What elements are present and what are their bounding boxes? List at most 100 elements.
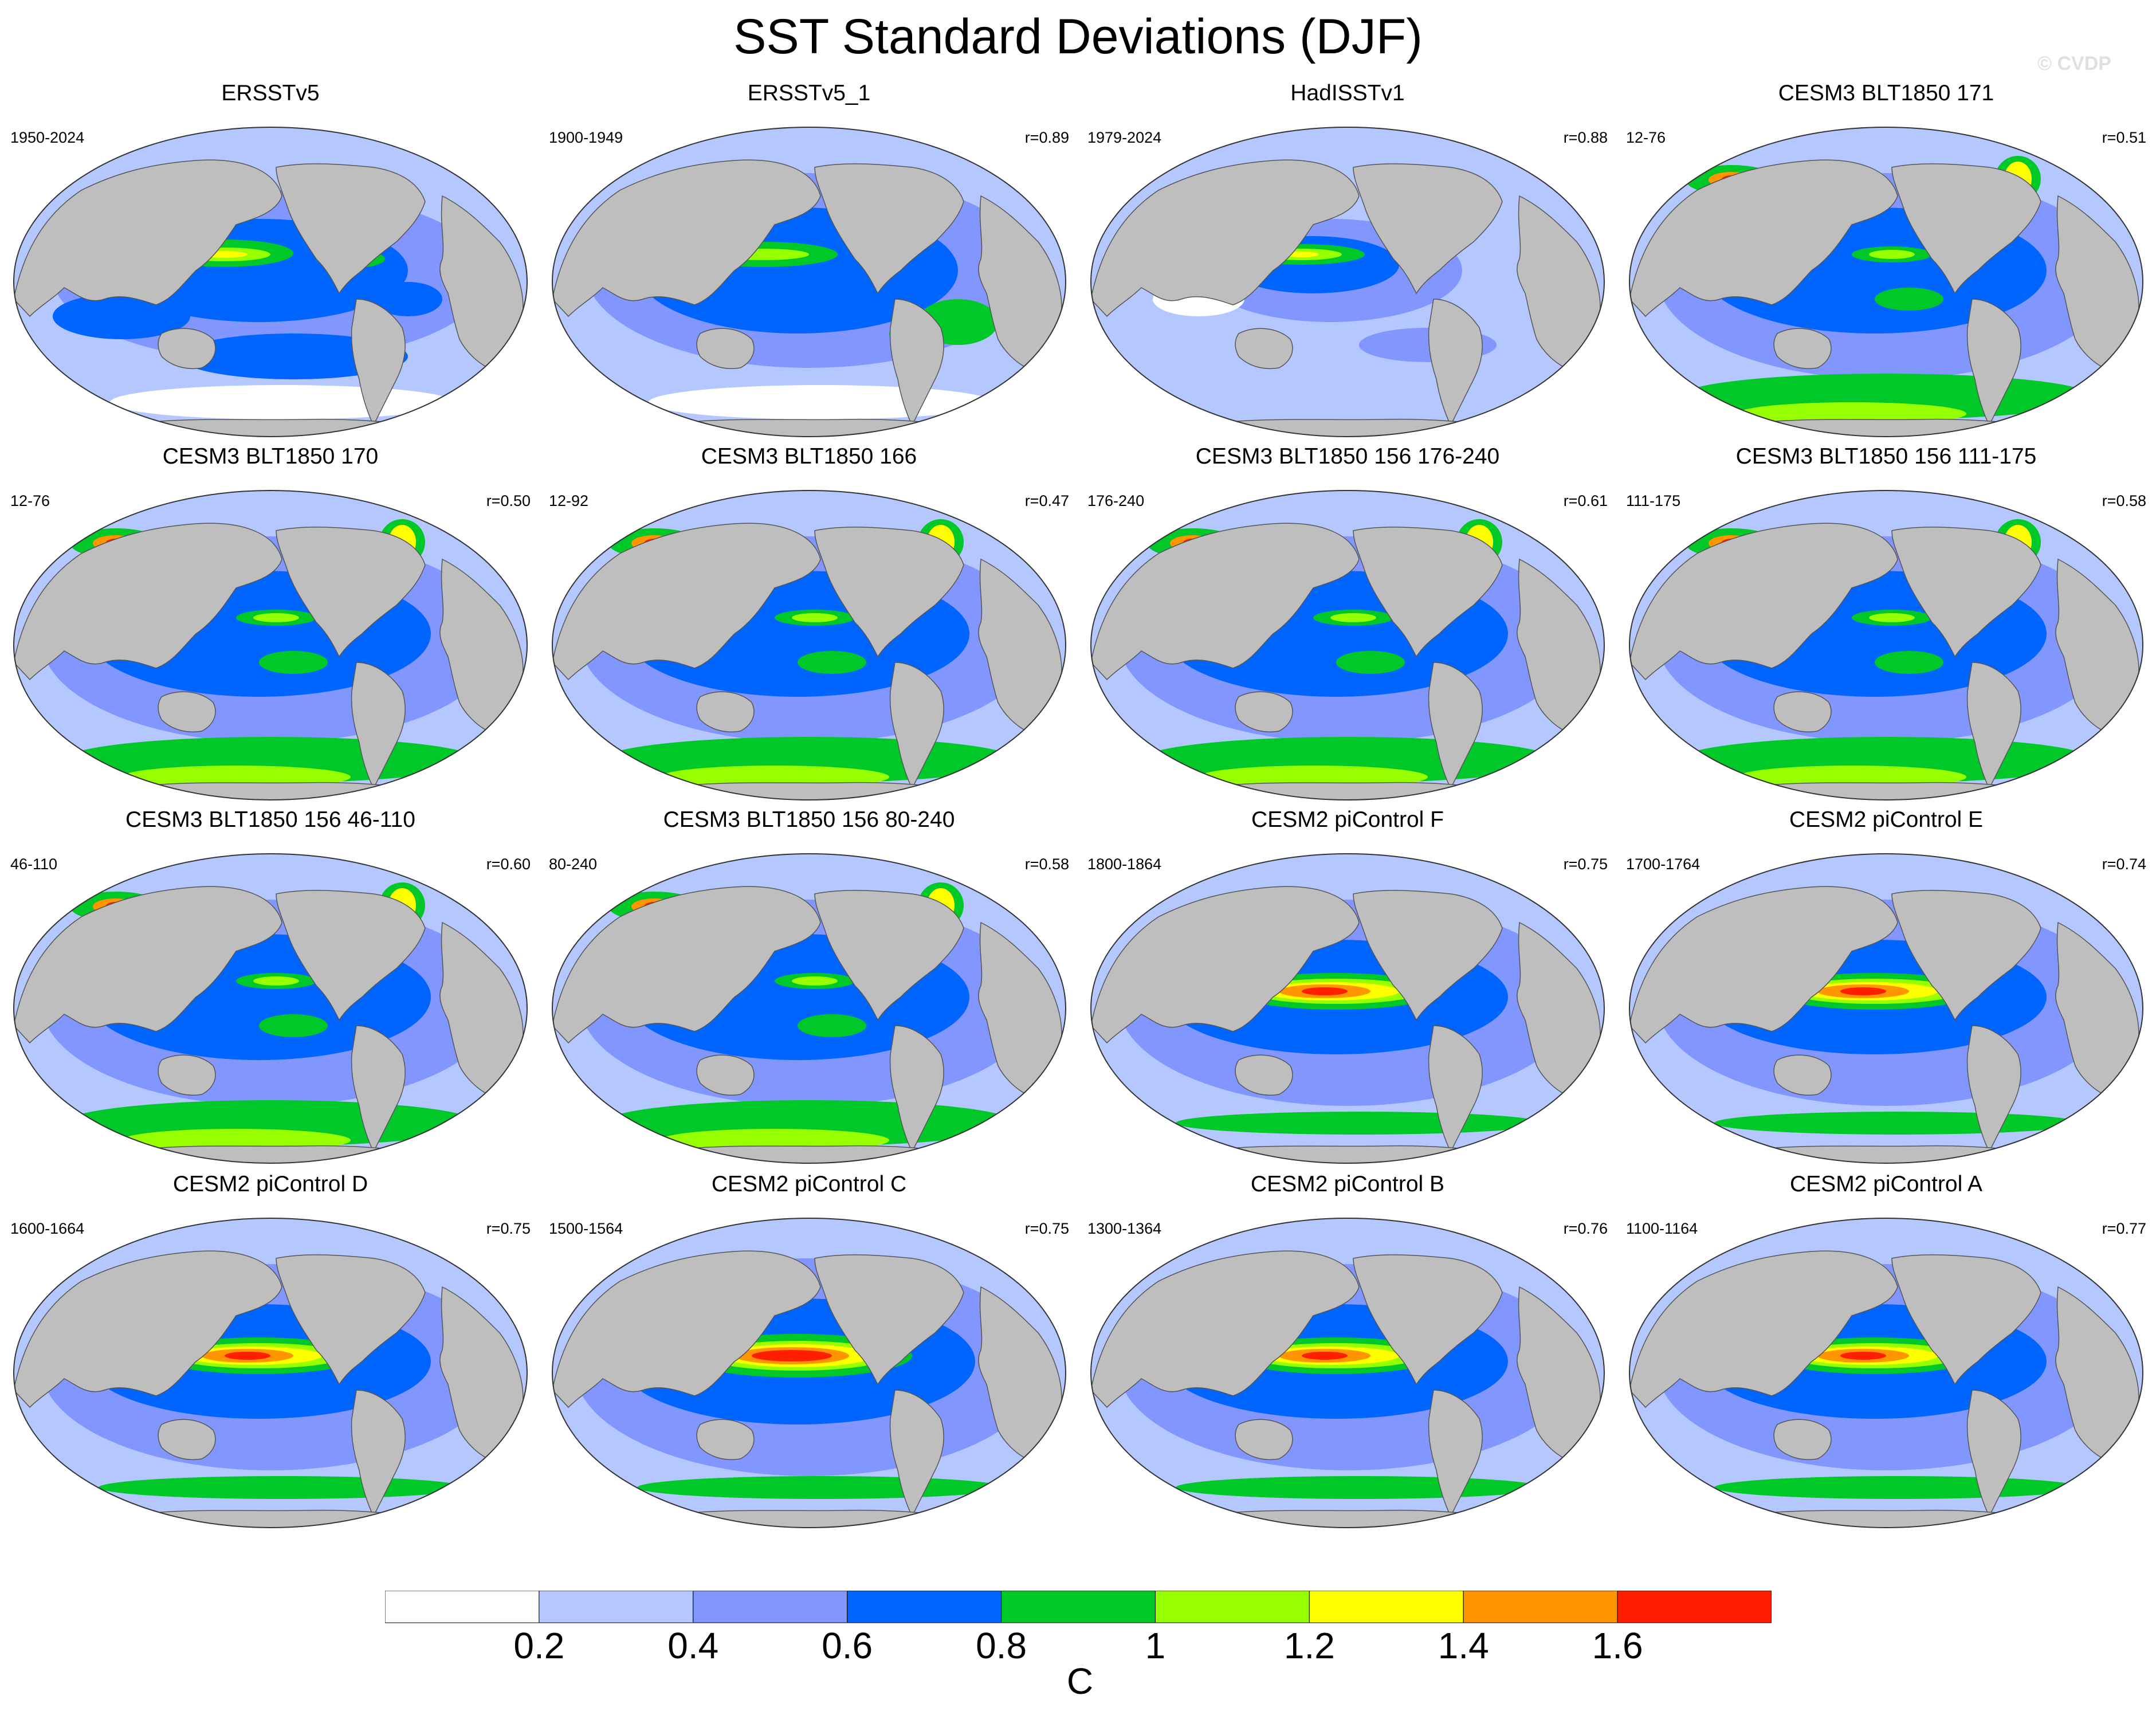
land-mass bbox=[2055, 1286, 2139, 1459]
colorbar-box bbox=[693, 1591, 848, 1623]
panel-pattern-correlation: r=0.47 bbox=[1024, 492, 1069, 509]
map-border bbox=[13, 127, 528, 437]
panel-period: 176-240 bbox=[1087, 492, 1145, 509]
land-mass bbox=[978, 921, 1062, 1095]
panel-title: HadISSTv1 bbox=[1290, 81, 1405, 105]
land-mass bbox=[351, 1390, 406, 1517]
colorbar-tick-label: 0.8 bbox=[976, 1625, 1027, 1666]
sst-contour bbox=[1714, 1476, 2081, 1499]
panel-period: 1600-1664 bbox=[10, 1220, 85, 1237]
land-mass bbox=[276, 163, 426, 295]
robinson-map bbox=[13, 127, 528, 437]
land-mass bbox=[889, 1025, 944, 1153]
panel-title: ERSSTv5 bbox=[221, 81, 320, 105]
map-panel: CESM2 piControl A 1100-1164 r=0.77 bbox=[1623, 1172, 2150, 1545]
panel-period: 46-110 bbox=[10, 855, 58, 873]
panel-title: CESM3 BLT1850 156 111-175 bbox=[1735, 444, 2037, 469]
colorbar-tick-label: 1.2 bbox=[1283, 1625, 1335, 1666]
map-border bbox=[1629, 1218, 2143, 1528]
land-mass bbox=[1891, 890, 2041, 1021]
panel-pattern-correlation: r=0.61 bbox=[1563, 492, 1608, 509]
panel-pattern-correlation: r=0.75 bbox=[1563, 855, 1608, 873]
sst-contour bbox=[1336, 651, 1405, 674]
map-border bbox=[1629, 490, 2143, 800]
land-mass bbox=[1773, 328, 1832, 369]
sst-contour bbox=[1714, 1112, 2081, 1135]
map-border bbox=[552, 1218, 1066, 1528]
land-mass bbox=[2055, 195, 2139, 368]
land-mass bbox=[1428, 299, 1483, 426]
colorbar-tick-label: 0.2 bbox=[513, 1625, 565, 1666]
land-mass bbox=[1353, 1254, 1503, 1386]
robinson-map bbox=[552, 127, 1066, 437]
robinson-map bbox=[552, 853, 1066, 1164]
land-mass bbox=[1428, 1025, 1483, 1153]
panel-period: 1100-1164 bbox=[1626, 1220, 1698, 1237]
land-mass bbox=[1891, 163, 2041, 295]
sst-contour bbox=[253, 613, 299, 622]
sst-contour bbox=[1869, 613, 1915, 622]
sst-contour bbox=[752, 1350, 832, 1361]
land-mass bbox=[1517, 195, 1601, 368]
panel-title: CESM2 piControl D bbox=[172, 1172, 368, 1196]
land-mass bbox=[1091, 523, 1360, 681]
panel-period: 12-76 bbox=[1626, 129, 1666, 146]
colorbar-box bbox=[1463, 1591, 1618, 1623]
land-mass bbox=[1629, 523, 1898, 681]
land-mass bbox=[276, 527, 426, 658]
land-mass bbox=[552, 1250, 821, 1408]
land-mass bbox=[439, 558, 524, 732]
robinson-map bbox=[1090, 853, 1605, 1164]
map-border bbox=[13, 853, 528, 1164]
map-panel: CESM3 BLT1850 171 12-76 r=0.51 bbox=[1623, 81, 2150, 454]
land-mass bbox=[14, 159, 282, 317]
map-panel: CESM3 BLT1850 166 12-92 r=0.47 bbox=[545, 444, 1073, 817]
land-mass bbox=[158, 1054, 216, 1096]
land-mass bbox=[1966, 299, 2021, 426]
panel-title: ERSSTv5_1 bbox=[747, 81, 871, 105]
sst-contour bbox=[637, 1476, 1004, 1499]
sst-contour bbox=[1176, 1476, 1542, 1499]
colorbar-tick-label: 1.6 bbox=[1592, 1625, 1643, 1666]
sst-contour bbox=[179, 333, 408, 379]
panel-pattern-correlation: r=0.58 bbox=[1024, 855, 1069, 873]
panel-period: 1979-2024 bbox=[1087, 129, 1162, 146]
land-mass bbox=[1517, 1286, 1601, 1459]
sst-contour bbox=[792, 976, 838, 986]
land-mass bbox=[158, 691, 216, 732]
land-mass bbox=[814, 1254, 964, 1386]
land-mass bbox=[696, 328, 755, 369]
land-mass bbox=[1353, 890, 1503, 1021]
land-mass bbox=[1629, 886, 1898, 1044]
panel-pattern-correlation: r=0.88 bbox=[1563, 129, 1608, 146]
panel-pattern-correlation: r=0.77 bbox=[2102, 1220, 2146, 1237]
land-mass bbox=[1773, 1054, 1832, 1096]
sst-contour bbox=[1285, 252, 1319, 257]
sst-contour bbox=[1869, 250, 1915, 259]
land-mass bbox=[814, 163, 964, 295]
panel-title: CESM3 BLT1850 156 80-240 bbox=[663, 807, 955, 832]
land-mass bbox=[351, 1025, 406, 1153]
sst-contour bbox=[1302, 1352, 1348, 1360]
robinson-map bbox=[1629, 127, 2143, 437]
panel-title: CESM2 piControl F bbox=[1251, 807, 1444, 832]
land-mass bbox=[1235, 328, 1293, 369]
land-mass bbox=[696, 1419, 755, 1460]
panel-title: CESM2 piControl C bbox=[711, 1172, 907, 1196]
land-mass bbox=[978, 195, 1062, 368]
robinson-map bbox=[1090, 127, 1605, 437]
map-panel: CESM2 piControl C 1500-1564 r=0.75 bbox=[545, 1172, 1073, 1545]
colorbar bbox=[385, 1591, 1772, 1623]
sst-contour bbox=[1840, 1352, 1886, 1360]
land-mass bbox=[351, 299, 406, 426]
sst-contour bbox=[798, 651, 866, 674]
land-mass bbox=[1966, 1025, 2021, 1153]
panel-period: 111-175 bbox=[1626, 492, 1681, 509]
sst-contour bbox=[1875, 288, 1943, 311]
panel-title: CESM3 BLT1850 171 bbox=[1778, 81, 1994, 105]
panel-title: CESM3 BLT1850 156 176-240 bbox=[1195, 444, 1500, 469]
land-mass bbox=[439, 921, 524, 1095]
land-mass bbox=[978, 1286, 1062, 1459]
colorbar-box bbox=[1309, 1591, 1464, 1623]
colorbar-box bbox=[1154, 1591, 1310, 1623]
